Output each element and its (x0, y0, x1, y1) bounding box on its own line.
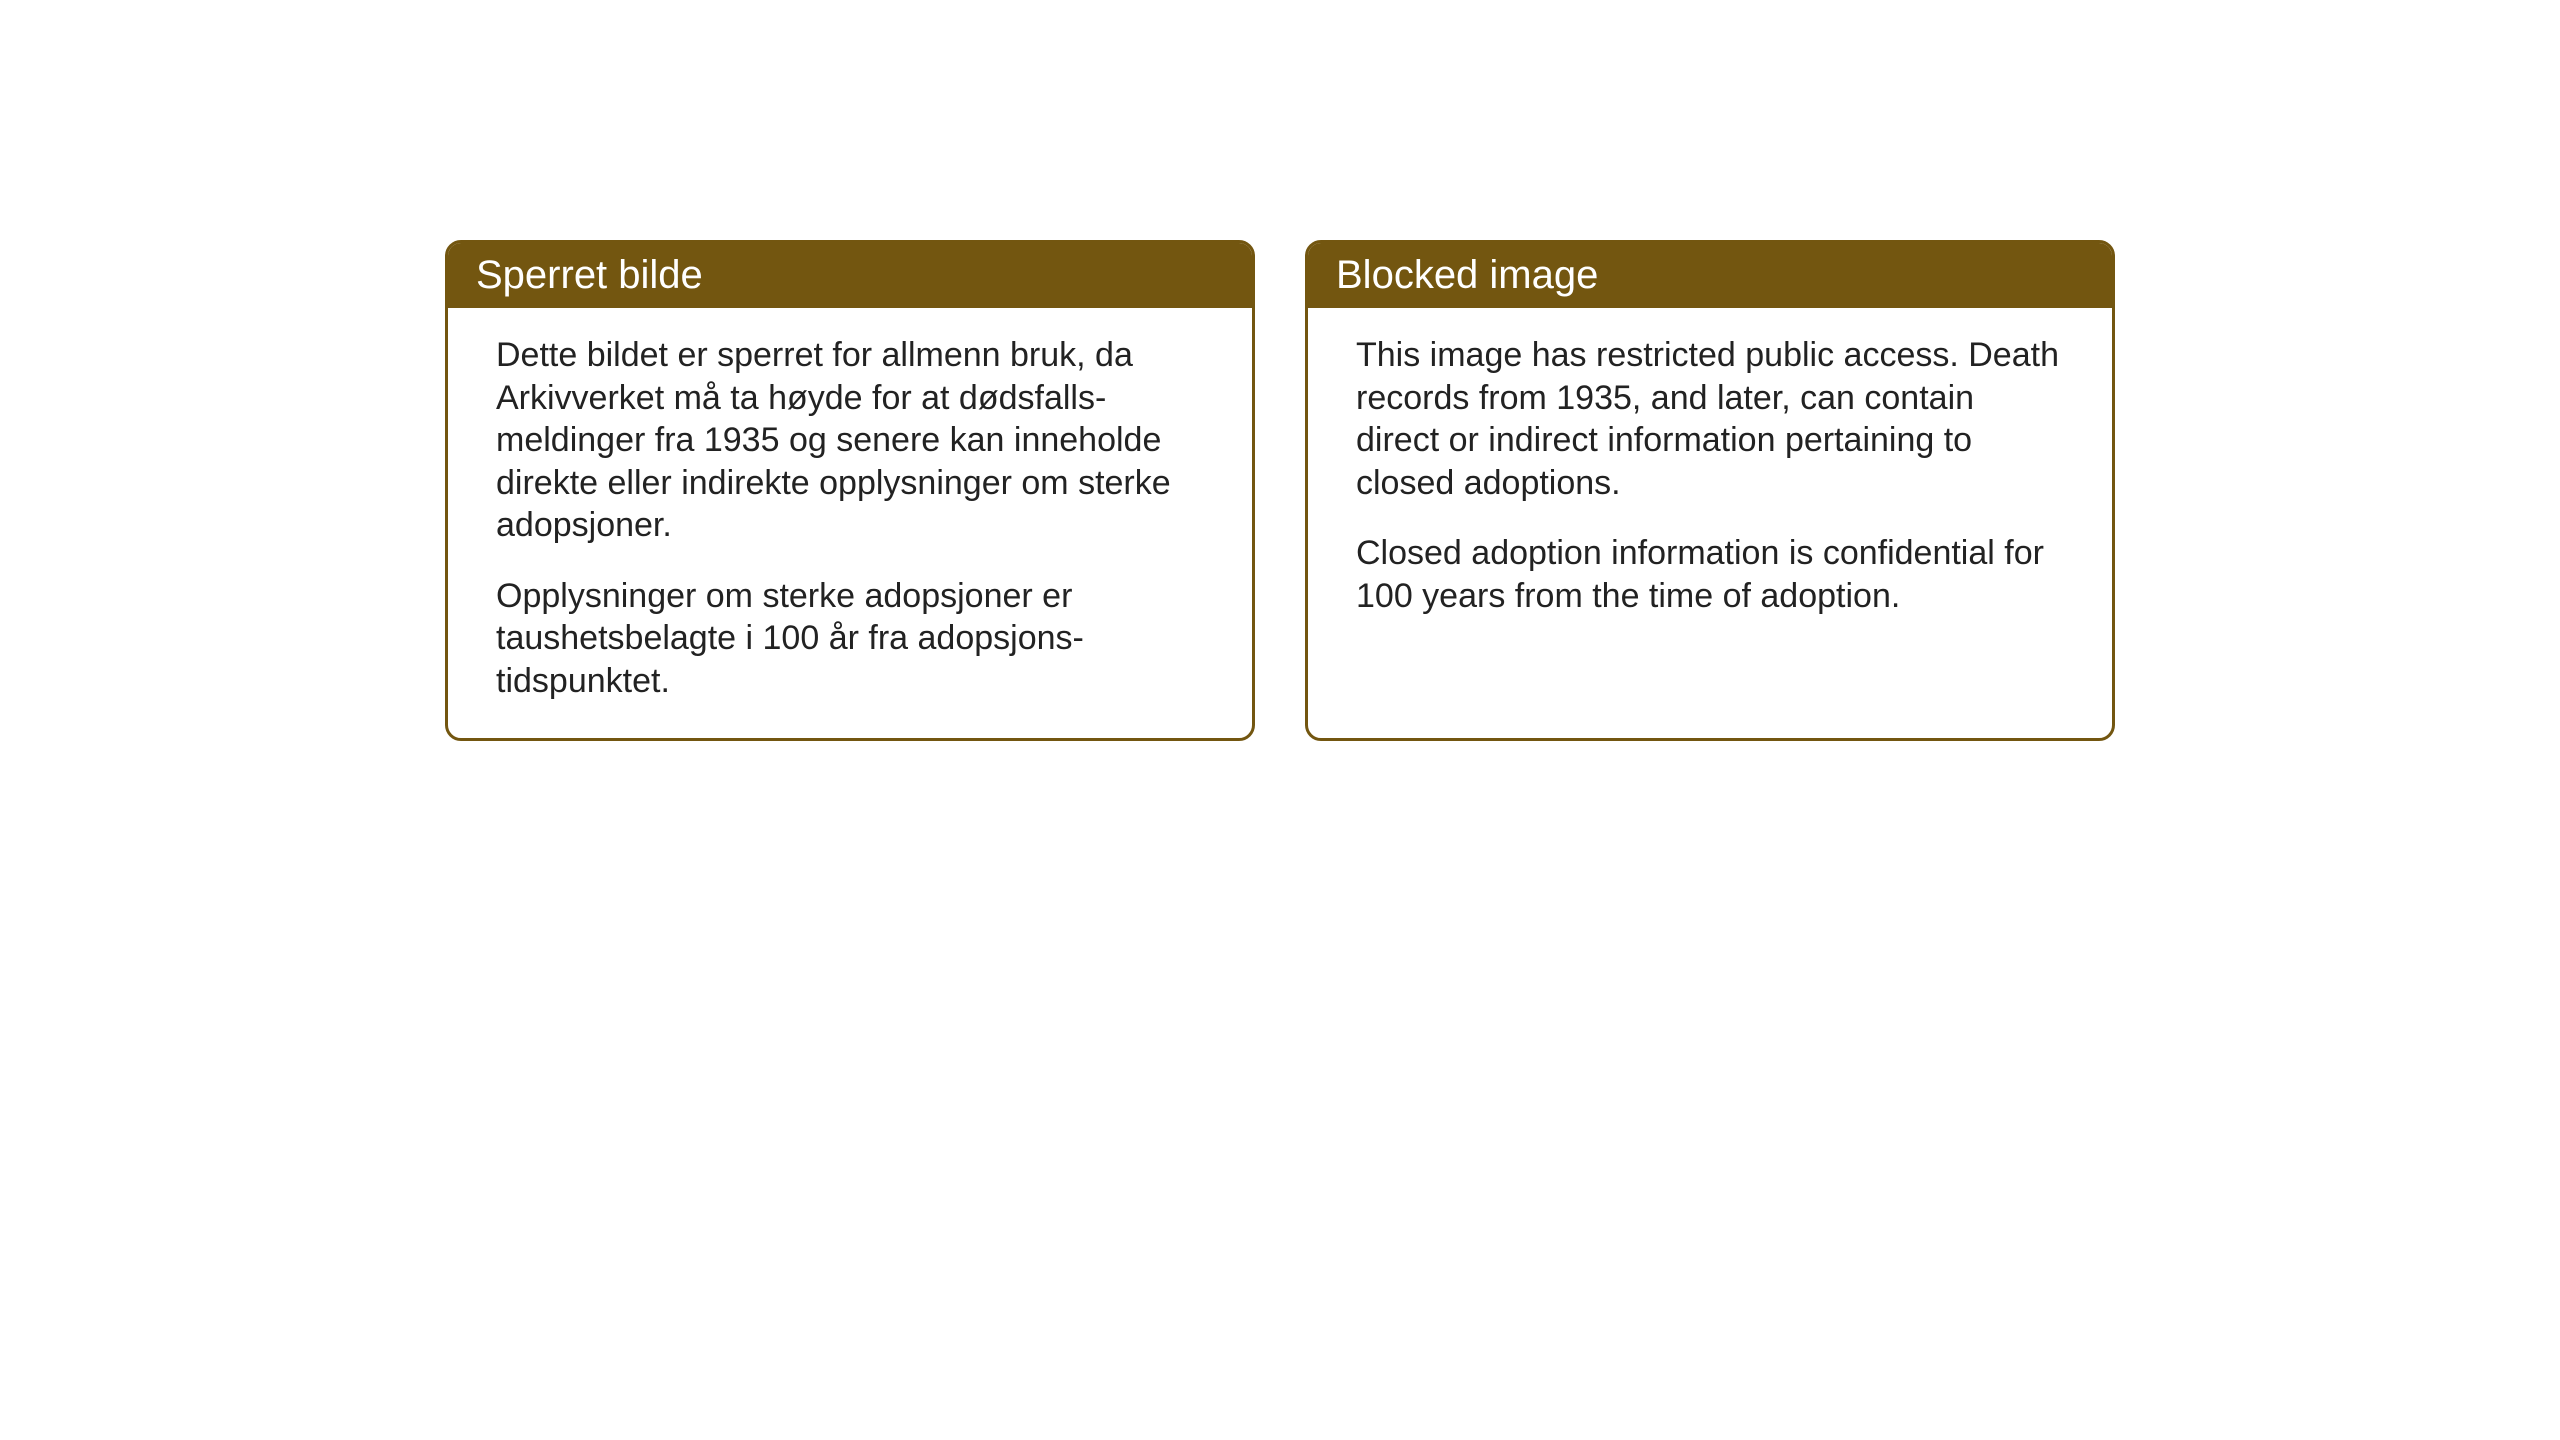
notice-body-english: This image has restricted public access.… (1308, 308, 2112, 653)
notice-header-english: Blocked image (1308, 243, 2112, 308)
notice-paragraph: This image has restricted public access.… (1356, 334, 2064, 504)
notice-paragraph: Opplysninger om sterke adopsjoner er tau… (496, 575, 1204, 703)
notice-paragraph: Dette bildet er sperret for allmenn bruk… (496, 334, 1204, 547)
notice-container: Sperret bilde Dette bildet er sperret fo… (445, 240, 2115, 741)
notice-body-norwegian: Dette bildet er sperret for allmenn bruk… (448, 308, 1252, 738)
notice-paragraph: Closed adoption information is confident… (1356, 532, 2064, 617)
notice-card-english: Blocked image This image has restricted … (1305, 240, 2115, 741)
notice-card-norwegian: Sperret bilde Dette bildet er sperret fo… (445, 240, 1255, 741)
notice-header-norwegian: Sperret bilde (448, 243, 1252, 308)
